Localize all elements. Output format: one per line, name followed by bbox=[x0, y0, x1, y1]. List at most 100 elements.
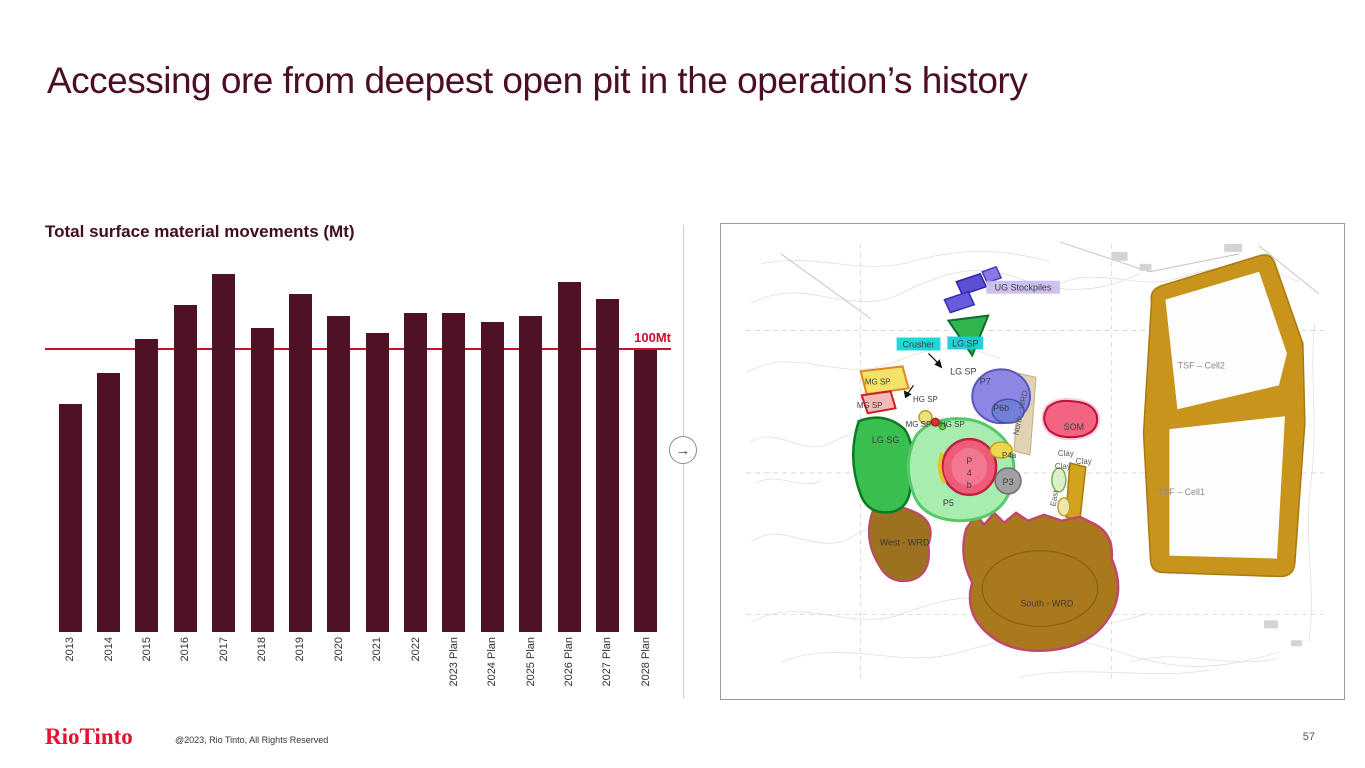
bar-column bbox=[358, 248, 396, 632]
page-number: 57 bbox=[1302, 731, 1315, 743]
bar-category-label: 2028 Plan bbox=[639, 637, 652, 687]
bar-label-column: 2019 bbox=[281, 632, 319, 718]
bar-category-label: 2021 bbox=[371, 637, 384, 662]
area-west-wrd bbox=[867, 505, 932, 583]
bar-label-column: 2015 bbox=[128, 632, 166, 718]
map-label-p5: P5 bbox=[943, 498, 954, 508]
bar-category-label: 2022 bbox=[409, 637, 422, 662]
map-label-clay-3: Clay bbox=[1055, 462, 1071, 471]
mine-site-map-panel: UG Stockpiles Crusher LG SP LG SP MG SP … bbox=[720, 223, 1345, 700]
bar-category-label: 2014 bbox=[102, 637, 115, 662]
map-label-lg-sp-highlight: LG SP bbox=[952, 338, 978, 348]
bar-2018 bbox=[250, 328, 274, 632]
bar-column bbox=[512, 248, 550, 632]
bar-label-column: 2026 Plan bbox=[550, 632, 588, 718]
map-label-mg-sp-3: MG SP bbox=[906, 420, 932, 429]
bar-column bbox=[550, 248, 588, 632]
bar-2020 bbox=[327, 316, 351, 632]
area-lg-sg bbox=[851, 416, 914, 514]
map-label-p4b-line3: b bbox=[967, 480, 972, 490]
bar-2025-plan bbox=[519, 316, 543, 632]
area-tsf bbox=[1142, 254, 1306, 578]
area-tsf-cell2 bbox=[1165, 271, 1287, 410]
bar-chart-bars: 100Mt bbox=[45, 248, 671, 632]
map-label-hg-sp-2: HG SP bbox=[940, 420, 965, 429]
pointer-arrows bbox=[903, 353, 943, 399]
map-label-p7: P7 bbox=[980, 376, 991, 386]
bar-column bbox=[89, 248, 127, 632]
bar-label-column: 2014 bbox=[89, 632, 127, 718]
bar-column bbox=[205, 248, 243, 632]
bar-label-column: 2024 Plan bbox=[473, 632, 511, 718]
bar-label-column: 2025 Plan bbox=[512, 632, 550, 718]
map-label-mg-sp-1: MG SP bbox=[865, 377, 891, 386]
map-label-p6b: P6b bbox=[993, 403, 1009, 413]
rio-tinto-logo: RioTinto bbox=[45, 724, 133, 749]
bar-label-column: 2016 bbox=[166, 632, 204, 718]
map-label-p4b-line1: P bbox=[966, 456, 972, 466]
area-mg-hg-stockpiles bbox=[859, 365, 947, 431]
map-label-p4b-line2: 4 bbox=[967, 468, 972, 478]
map-structures bbox=[780, 241, 1320, 647]
bar-category-label: 2018 bbox=[256, 637, 269, 662]
bar-column bbox=[588, 248, 626, 632]
bar-category-label: 2017 bbox=[217, 637, 230, 662]
bar-column bbox=[243, 248, 281, 632]
lg-sp-highlight bbox=[947, 336, 984, 350]
bar-label-column: 2027 Plan bbox=[588, 632, 626, 718]
arrow-right-icon: → bbox=[675, 441, 691, 459]
map-label-tsf-cell2: TSF – Cell2 bbox=[1178, 360, 1225, 370]
bar-category-label: 2019 bbox=[294, 637, 307, 662]
bar-label-column: 2023 Plan bbox=[435, 632, 473, 718]
reference-line-label: 100Mt bbox=[634, 330, 671, 345]
bar-category-label: 2026 Plan bbox=[563, 637, 576, 687]
map-label-som: SOM bbox=[1064, 422, 1084, 432]
map-label-west-wrd: West - WRD bbox=[880, 538, 930, 548]
next-slide-button[interactable]: → bbox=[669, 436, 697, 464]
area-p4a bbox=[989, 441, 1013, 459]
area-tsf-cell1 bbox=[1169, 416, 1285, 559]
bar-column bbox=[320, 248, 358, 632]
chart-title: Total surface material movements (Mt) bbox=[45, 222, 355, 241]
bar-label-column: 2017 bbox=[205, 632, 243, 718]
map-label-mg-sp-2: MG SP bbox=[857, 401, 883, 410]
bar-category-label: 2013 bbox=[64, 637, 77, 662]
map-label-tsf-cell1: TSF – Cell1 bbox=[1158, 487, 1205, 497]
bar-chart-labels: 2013 2014 2015 2016 2017 2018 2019 2020 2021 2022… bbox=[45, 632, 671, 718]
bar-2019 bbox=[288, 294, 312, 632]
map-label-clay-1: Clay bbox=[1058, 449, 1074, 458]
map-label-east: East bbox=[1049, 489, 1061, 507]
bar-column bbox=[166, 248, 204, 632]
map-label-p4a: P4a bbox=[1002, 451, 1017, 460]
reference-line bbox=[45, 348, 671, 350]
bar-2016 bbox=[173, 305, 197, 632]
area-p7-p6b bbox=[971, 368, 1032, 425]
map-label-lg-sp: LG SP bbox=[950, 366, 976, 376]
mine-site-map: UG Stockpiles Crusher LG SP LG SP MG SP … bbox=[745, 241, 1324, 683]
area-east-cells bbox=[1051, 467, 1071, 517]
bar-2017 bbox=[212, 274, 236, 632]
map-label-crusher: Crusher bbox=[903, 339, 935, 349]
bar-2015 bbox=[135, 339, 159, 632]
bar-2013 bbox=[58, 404, 82, 632]
area-p3 bbox=[994, 467, 1022, 495]
bar-category-label: 2027 Plan bbox=[601, 637, 614, 687]
bar-chart-region: 100Mt 2013 2014 2015 2016 2017 2018 2019 2020 20… bbox=[45, 248, 671, 718]
map-label-clay-2: Clay bbox=[1076, 457, 1092, 466]
bar-label-column: 2018 bbox=[243, 632, 281, 718]
copyright-text: @2023, Rio Tinto, All Rights Reserved bbox=[175, 735, 329, 745]
bar-column bbox=[128, 248, 166, 632]
map-label-p3: P3 bbox=[1003, 477, 1014, 487]
area-som bbox=[1041, 397, 1101, 441]
area-south-wrd bbox=[962, 510, 1120, 652]
area-pit-p4b bbox=[937, 437, 998, 497]
bar-category-label: 2015 bbox=[140, 637, 153, 662]
bar-category-label: 2024 Plan bbox=[486, 637, 499, 687]
map-label-south-wrd: South - WRD bbox=[1021, 598, 1074, 608]
bar-2027-plan bbox=[595, 299, 619, 632]
bar-column bbox=[51, 248, 89, 632]
bar-label-column: 2028 Plan bbox=[627, 632, 665, 718]
bar-label-column: 2022 bbox=[396, 632, 434, 718]
map-label-ug-stockpiles: UG Stockpiles bbox=[995, 283, 1052, 293]
